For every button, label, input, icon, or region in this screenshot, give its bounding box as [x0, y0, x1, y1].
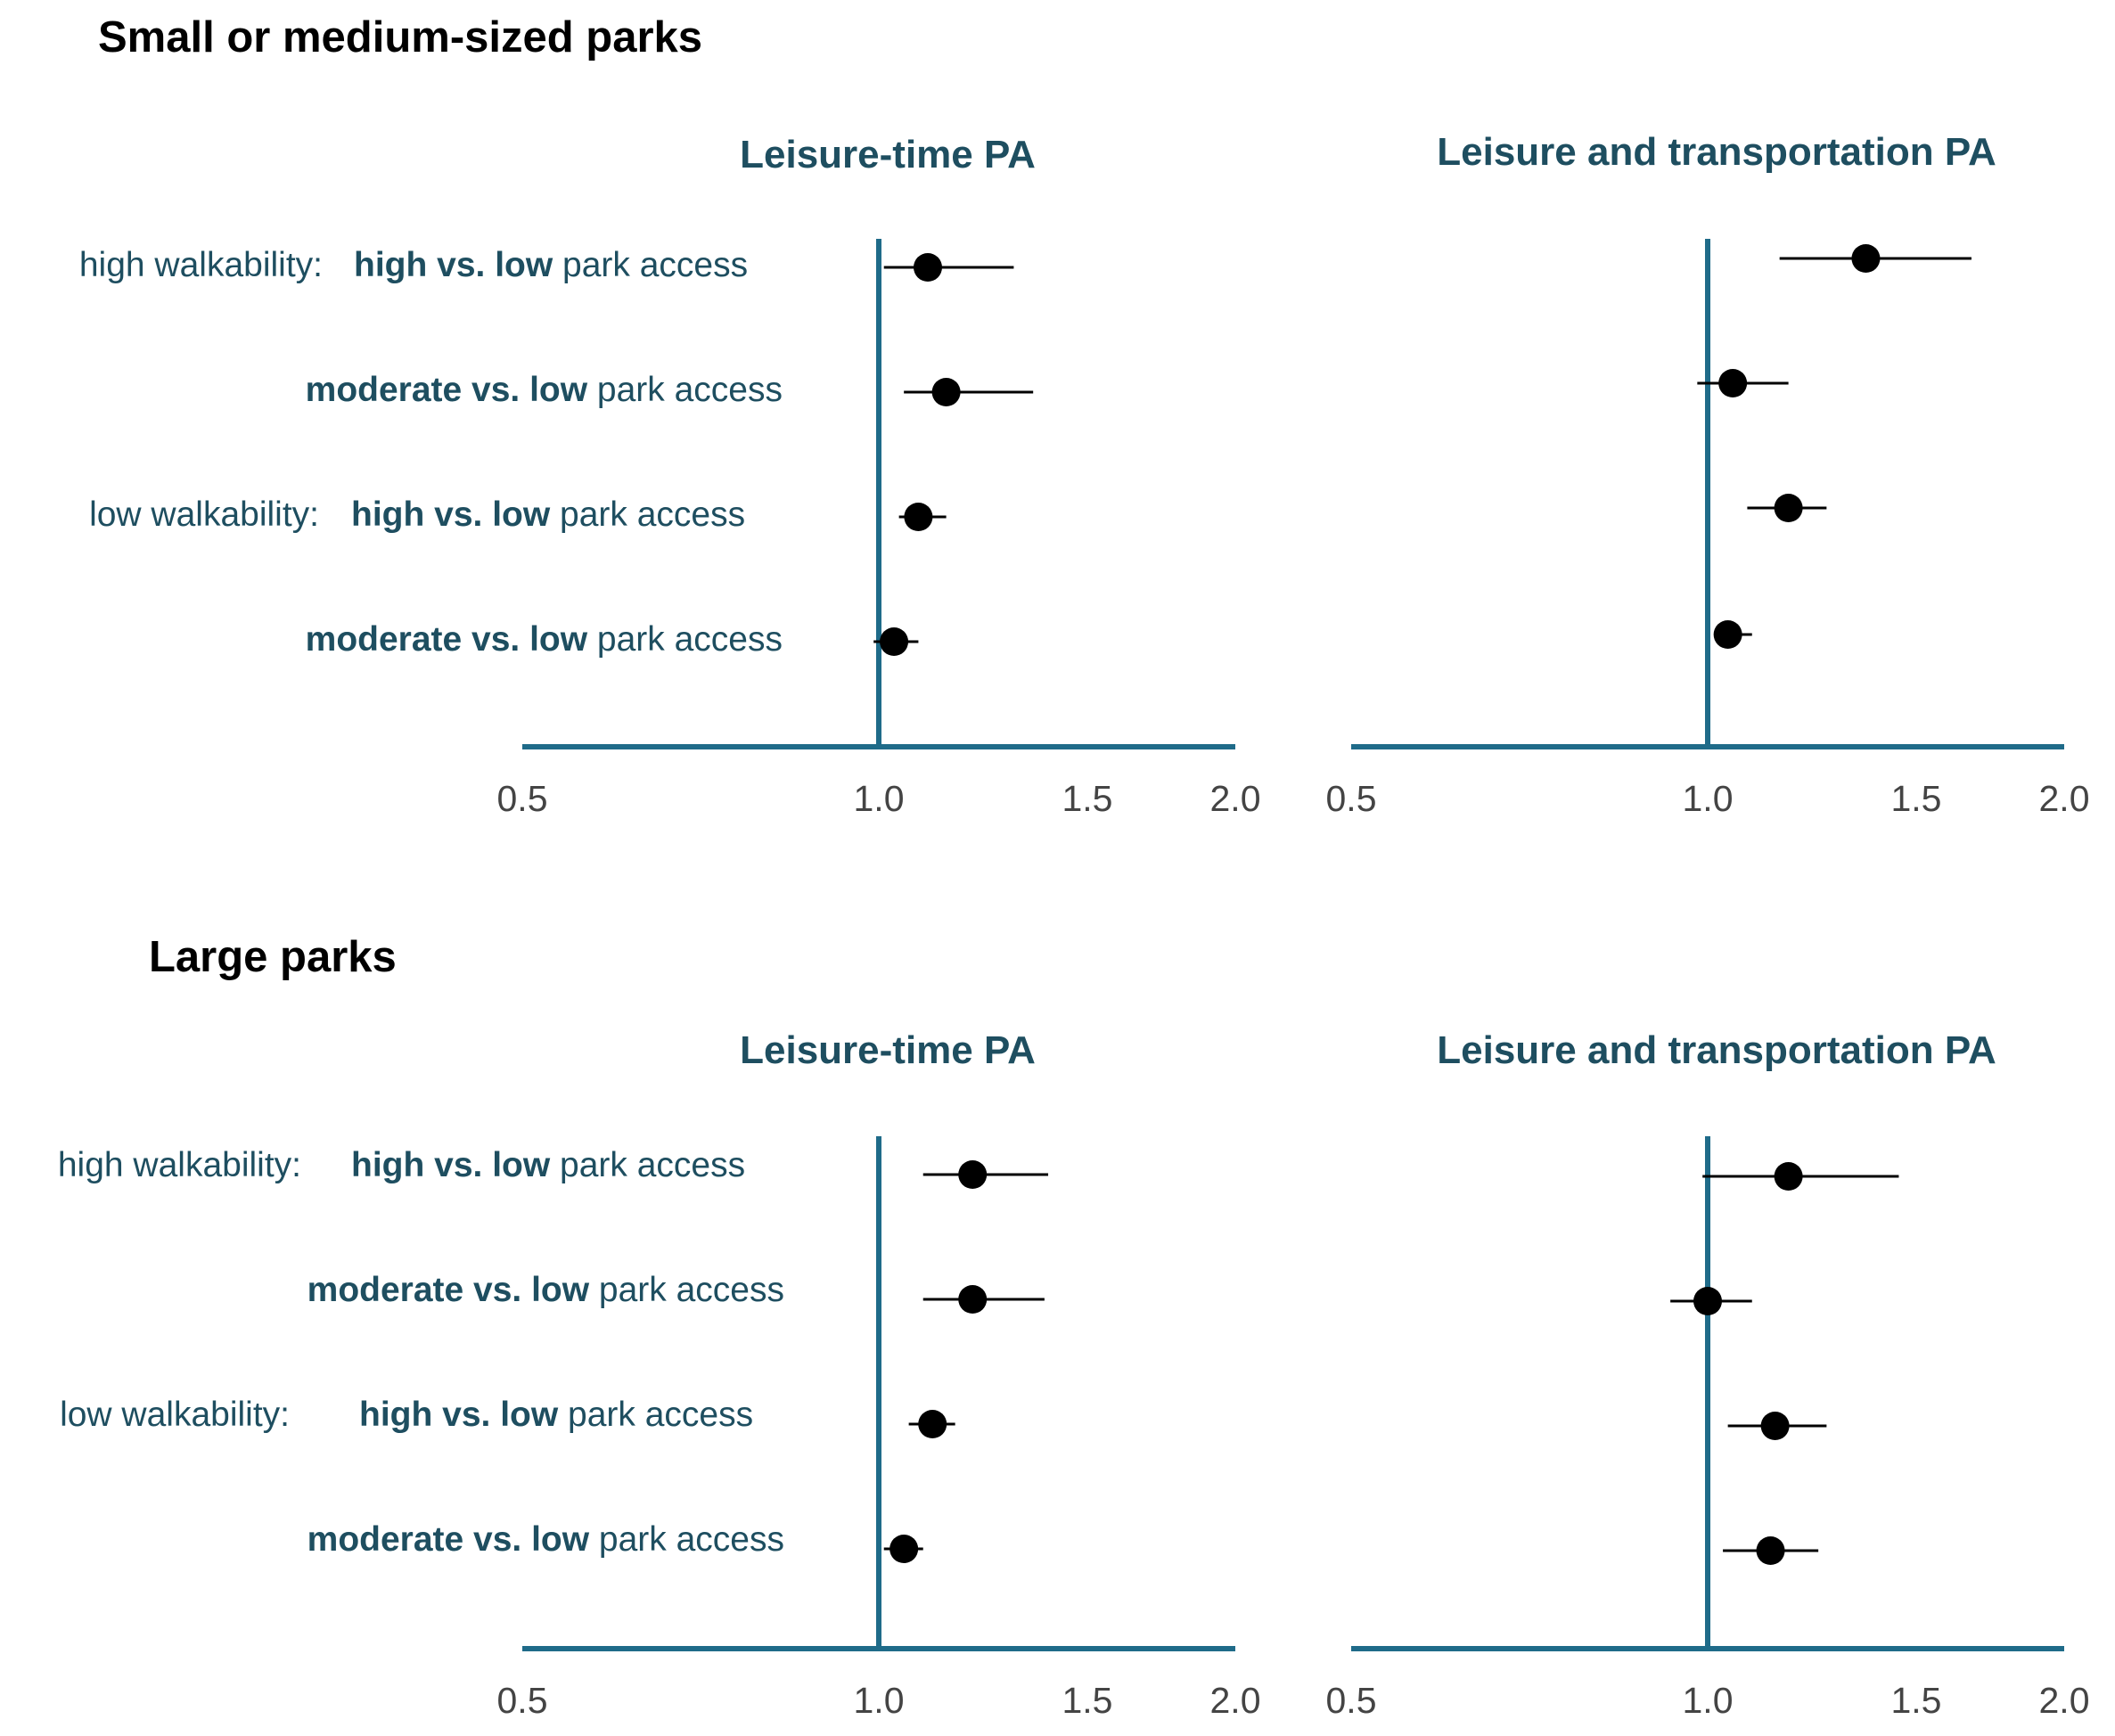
panel-title: Leisure and transportation PA [1437, 130, 1996, 174]
x-tick-label: 2.0 [1210, 1680, 1261, 1721]
x-tick-label: 0.5 [497, 778, 548, 819]
row-label-comparison: moderate vs. low park access [307, 1271, 784, 1309]
x-tick-label: 1.0 [854, 1680, 905, 1721]
row-label-prefix: low walkability: [60, 1396, 290, 1434]
panel-leisure-time-small-parks: Leisure-time PA 0.5 1.0 1.5 2.0 [497, 133, 1261, 819]
x-tick-label: 0.5 [497, 1680, 548, 1721]
row-label-comparison: moderate vs. low park access [307, 1520, 784, 1559]
section-title-large: Large parks [149, 933, 397, 981]
panel-title: Leisure-time PA [740, 133, 1036, 176]
point-estimate [931, 378, 961, 406]
point-estimate [889, 1535, 919, 1563]
x-tick-label: 1.0 [1683, 1680, 1734, 1721]
point-estimate [1851, 244, 1881, 273]
x-tick-label: 2.0 [2039, 778, 2090, 819]
row-label-comparison: high vs. low park access [359, 1396, 753, 1434]
x-tick-label: 1.0 [1683, 778, 1734, 819]
panel-title: Leisure-time PA [740, 1028, 1036, 1072]
point-estimate [958, 1160, 988, 1189]
row-label-comparison: high vs. low park access [351, 495, 745, 534]
row-label-comparison: moderate vs. low park access [306, 620, 783, 659]
row-label-prefix: high walkability: [79, 246, 323, 284]
point-estimate [1760, 1412, 1790, 1440]
row-label-prefix: low walkability: [89, 495, 319, 534]
x-tick-label: 2.0 [2039, 1680, 2090, 1721]
section-title-small-medium: Small or medium-sized parks [98, 13, 702, 61]
x-tick-label: 0.5 [1326, 1680, 1377, 1721]
point-estimate [918, 1410, 947, 1438]
row-label-prefix: high walkability: [58, 1146, 301, 1184]
x-tick-label: 1.5 [1062, 778, 1112, 819]
point-estimate [914, 253, 943, 282]
point-estimate [958, 1285, 988, 1314]
point-estimate [1718, 369, 1748, 397]
row-label-comparison: high vs. low park access [351, 1146, 745, 1184]
panel-leisure-transport-large-parks: Leisure and transportation PA 0.5 1.0 1.5 2.… [1326, 1028, 2090, 1721]
row-label-comparison: moderate vs. low park access [306, 371, 783, 409]
point-estimate [1693, 1287, 1722, 1315]
point-estimate [904, 503, 933, 531]
point-estimate [1713, 620, 1742, 649]
x-tick-label: 1.5 [1890, 1680, 1941, 1721]
x-tick-label: 1.0 [854, 778, 905, 819]
point-estimate [1774, 494, 1803, 522]
point-estimate [1756, 1536, 1785, 1565]
x-tick-label: 1.5 [1890, 778, 1941, 819]
row-label-comparison: high vs. low park access [354, 246, 748, 284]
x-tick-label: 0.5 [1326, 778, 1377, 819]
x-tick-label: 2.0 [1210, 778, 1261, 819]
panel-leisure-transport-small-parks: Leisure and transportation PA 0.5 1.0 1.5 2.… [1326, 130, 2090, 819]
x-tick-label: 1.5 [1062, 1680, 1112, 1721]
point-estimate [880, 627, 909, 656]
point-estimate [1774, 1162, 1803, 1191]
panel-leisure-time-large-parks: Leisure-time PA 0.5 1.0 1.5 2.0 [497, 1028, 1261, 1721]
panel-title: Leisure and transportation PA [1437, 1028, 1996, 1072]
